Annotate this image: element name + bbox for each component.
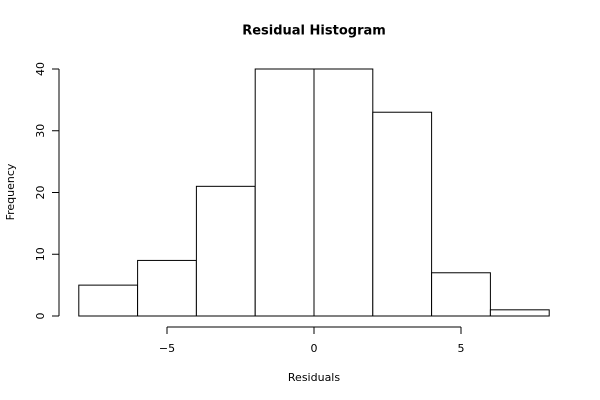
x-tick-label: 5 — [458, 342, 465, 355]
chart-title: Residual Histogram — [242, 24, 386, 39]
bar — [254, 68, 315, 317]
y-tick-label: 10 — [34, 247, 47, 261]
bar — [372, 111, 433, 317]
bar — [78, 284, 139, 317]
y-tick-label: 40 — [34, 62, 47, 76]
y-tick-label: 0 — [34, 313, 47, 320]
x-tick-label: −5 — [159, 342, 175, 355]
bar — [313, 68, 374, 317]
y-tick-label: 30 — [34, 124, 47, 138]
y-tick-label: 20 — [34, 186, 47, 200]
x-axis-label: Residuals — [288, 371, 340, 384]
bar — [489, 309, 550, 317]
y-axis-label: Frequency — [4, 163, 17, 220]
bar — [431, 272, 491, 317]
bar — [137, 259, 197, 317]
x-tick-label: 0 — [311, 342, 318, 355]
bar — [195, 185, 256, 317]
